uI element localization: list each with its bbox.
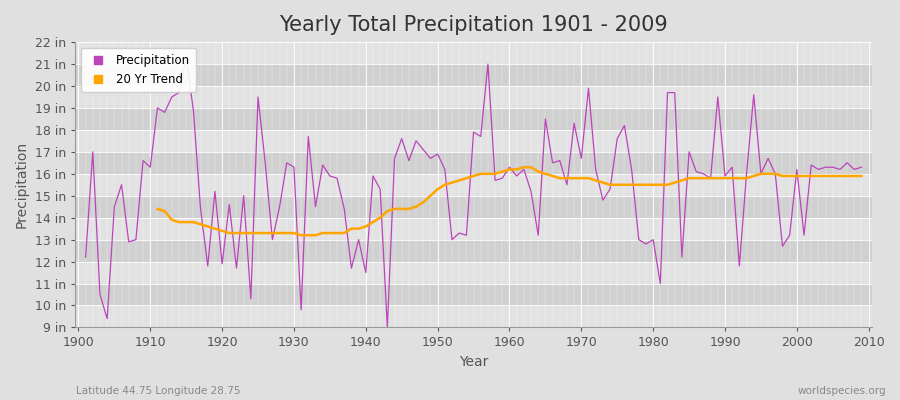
Text: worldspecies.org: worldspecies.org: [798, 386, 886, 396]
Bar: [75, 218, 872, 240]
Bar: [75, 284, 872, 306]
Bar: [75, 262, 872, 284]
Bar: [75, 108, 872, 130]
Legend: Precipitation, 20 Yr Trend: Precipitation, 20 Yr Trend: [81, 48, 196, 92]
Bar: [75, 196, 872, 218]
Bar: [75, 42, 872, 64]
Y-axis label: Precipitation: Precipitation: [15, 141, 29, 228]
Bar: [75, 152, 872, 174]
Bar: [75, 130, 872, 152]
Bar: [75, 64, 872, 86]
Title: Yearly Total Precipitation 1901 - 2009: Yearly Total Precipitation 1901 - 2009: [279, 15, 668, 35]
Bar: [75, 86, 872, 108]
Bar: [75, 240, 872, 262]
Bar: [75, 306, 872, 328]
X-axis label: Year: Year: [459, 355, 488, 369]
Text: Latitude 44.75 Longitude 28.75: Latitude 44.75 Longitude 28.75: [76, 386, 241, 396]
Bar: [75, 174, 872, 196]
